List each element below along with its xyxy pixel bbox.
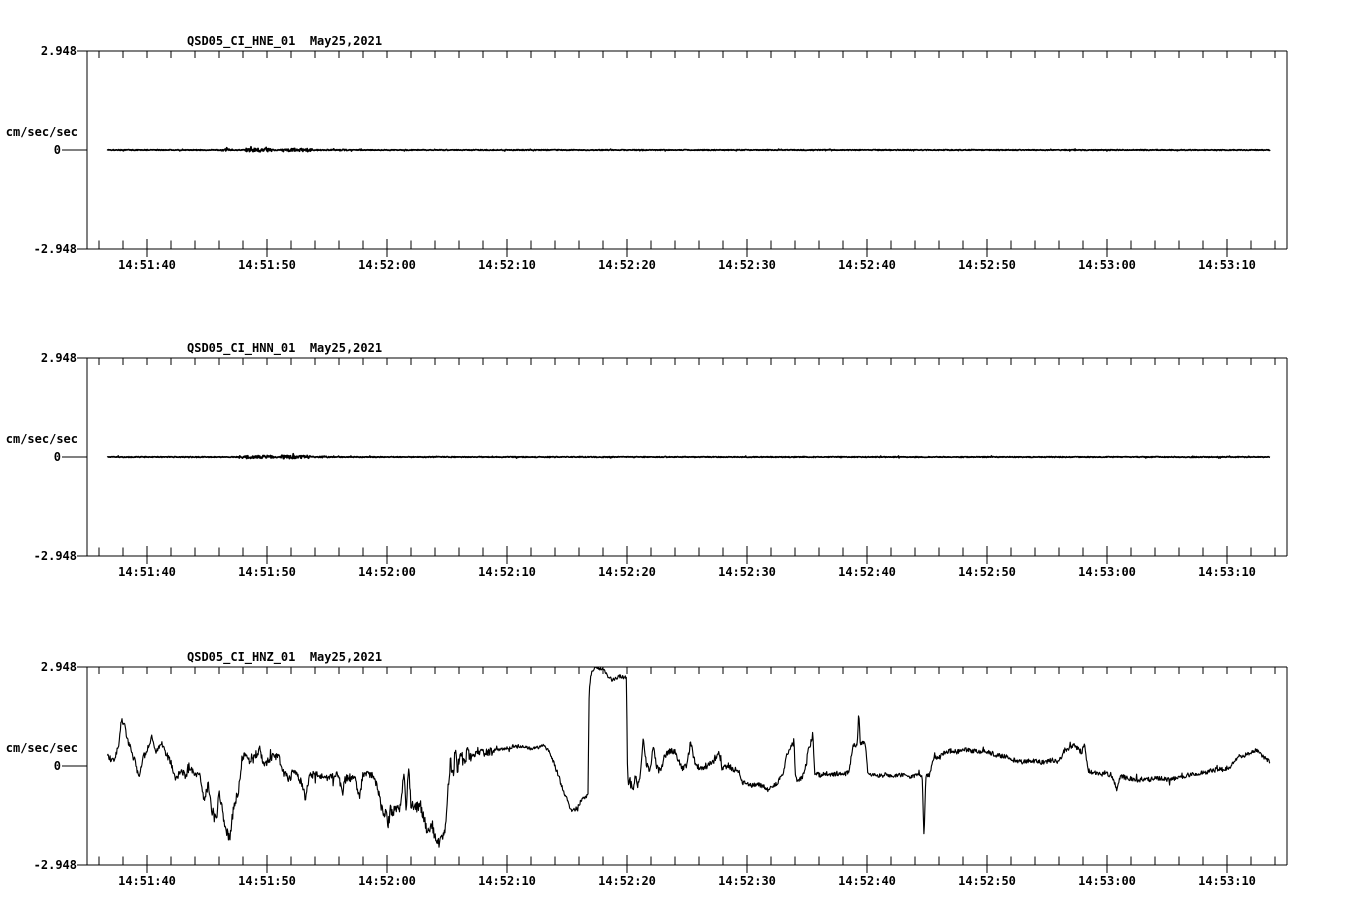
y-axis-min-label: -2.948 [33, 242, 77, 256]
panel-title: QSD05_CI_HNN_01 May25,2021 [187, 341, 383, 355]
y-axis-unit-label: cm/sec/sec [5, 741, 78, 755]
x-tick-label: 14:53:10 [1198, 258, 1256, 272]
y-axis-max-label: 2.948 [40, 44, 77, 58]
x-tick-label: 14:51:40 [118, 258, 176, 272]
waveform-trace-hnn [106, 452, 1271, 460]
y-axis-unit-label: cm/sec/sec [5, 432, 78, 446]
x-tick-label: 14:52:30 [718, 874, 776, 888]
x-tick-label: 14:52:40 [838, 258, 896, 272]
x-tick-label: 14:52:00 [358, 565, 416, 579]
seismogram-panel-hnn: QSD05_CI_HNN_01 May25,2021 2.948 cm/sec/… [0, 340, 1358, 652]
seismogram-panel-hnz: QSD05_CI_HNZ_01 May25,2021 2.948 cm/sec/… [0, 649, 1358, 924]
waveform-plot [62, 50, 1288, 257]
x-tick-label: 14:51:40 [118, 565, 176, 579]
x-tick-label: 14:52:20 [598, 874, 656, 888]
y-axis-max-label: 2.948 [40, 351, 77, 365]
x-tick-label: 14:52:10 [478, 258, 536, 272]
x-tick-label: 14:52:40 [838, 565, 896, 579]
y-axis-max-label: 2.948 [40, 660, 77, 674]
x-tick-label: 14:51:40 [118, 874, 176, 888]
y-axis-zero-label: 0 [53, 450, 61, 464]
y-axis-zero-label: 0 [53, 143, 61, 157]
x-tick-label: 14:52:00 [358, 874, 416, 888]
x-tick-label: 14:53:00 [1078, 258, 1136, 272]
x-tick-label: 14:52:20 [598, 565, 656, 579]
x-tick-label: 14:52:40 [838, 874, 896, 888]
axes-and-ticks [62, 50, 1288, 257]
x-tick-label: 14:52:10 [478, 565, 536, 579]
y-axis-unit-label: cm/sec/sec [5, 125, 78, 139]
y-axis-zero-label: 0 [53, 759, 61, 773]
x-tick-label: 14:51:50 [238, 565, 296, 579]
x-tick-label: 14:51:50 [238, 874, 296, 888]
x-tick-label: 14:52:50 [958, 565, 1016, 579]
panel-title: QSD05_CI_HNZ_01 May25,2021 [187, 650, 383, 664]
waveform-trace-hne [106, 145, 1271, 153]
waveform-plot [62, 357, 1288, 564]
y-axis-min-label: -2.948 [33, 549, 77, 563]
y-axis-min-label: -2.948 [33, 858, 77, 872]
x-tick-label: 14:52:20 [598, 258, 656, 272]
x-tick-label: 14:52:10 [478, 874, 536, 888]
panel-title: QSD05_CI_HNE_01 May25,2021 [187, 34, 383, 48]
axes-and-ticks [62, 666, 1288, 873]
x-tick-label: 14:53:00 [1078, 565, 1136, 579]
waveform-trace-hnz [106, 666, 1271, 848]
x-tick-label: 14:51:50 [238, 258, 296, 272]
seismogram-panel-hne: QSD05_CI_HNE_01 May25,2021 2.948 cm/sec/… [0, 33, 1358, 345]
waveform-plot [62, 666, 1288, 873]
x-tick-label: 14:53:10 [1198, 565, 1256, 579]
x-tick-label: 14:52:00 [358, 258, 416, 272]
x-tick-label: 14:52:50 [958, 874, 1016, 888]
x-tick-label: 14:53:00 [1078, 874, 1136, 888]
axes-and-ticks [62, 357, 1288, 564]
x-tick-label: 14:52:30 [718, 258, 776, 272]
x-tick-label: 14:53:10 [1198, 874, 1256, 888]
x-tick-label: 14:52:50 [958, 258, 1016, 272]
x-tick-label: 14:52:30 [718, 565, 776, 579]
